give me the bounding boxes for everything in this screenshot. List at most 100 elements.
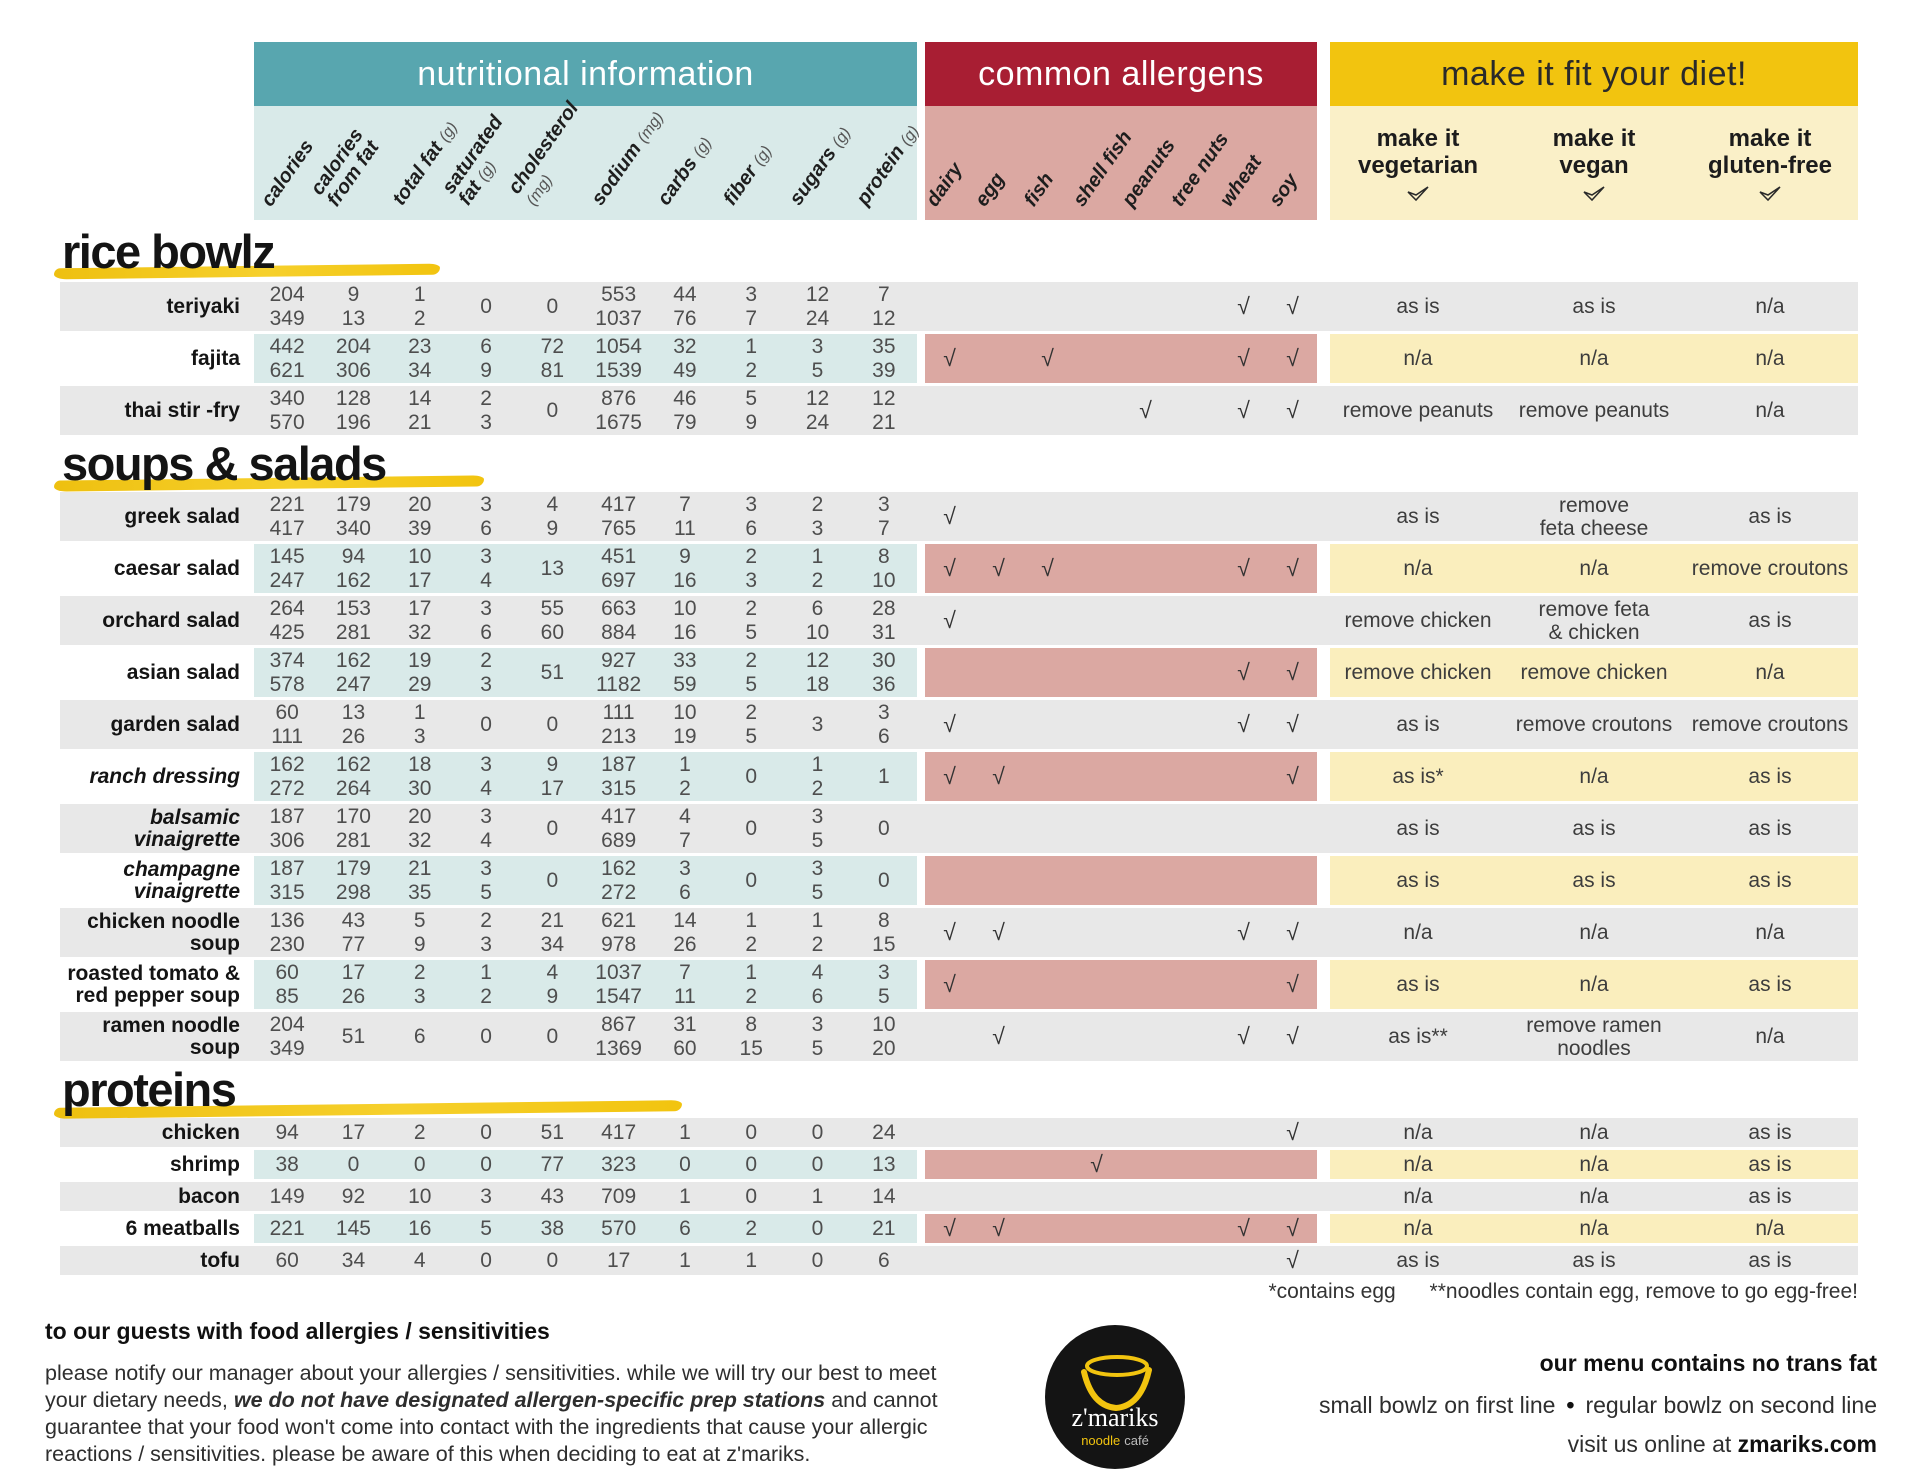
allergen-flags: √ √ √ (925, 700, 1317, 749)
diet-cell: remove chicken (1344, 661, 1492, 684)
diet-cell: as is (1748, 1121, 1792, 1144)
nutrition-cell: 12 24 (805, 386, 830, 434)
diet-cell: as is (1748, 817, 1792, 840)
diet-cell: as is (1572, 817, 1616, 840)
band-gap (917, 804, 925, 853)
allergen-cell (1023, 700, 1072, 749)
allergen-cell (1023, 596, 1072, 645)
allergen-cell (1219, 960, 1268, 1009)
checkmark-icon: √ (1237, 659, 1250, 685)
allergen-cell: √ (1268, 700, 1317, 749)
diet-cell: n/a (1579, 1217, 1609, 1240)
nutrition-cell: 0 (480, 1120, 492, 1144)
band-gap (1317, 908, 1330, 957)
allergen-cell: √ (925, 334, 974, 383)
nutrition-header-bar: nutritional information (254, 42, 917, 106)
allergen-cell (974, 648, 1023, 697)
section-heading: proteins (53, 1064, 1858, 1119)
allergen-cell (1170, 960, 1219, 1009)
nutrition-cell: 44 76 (673, 282, 697, 330)
diet-cell: as is (1396, 295, 1440, 318)
allergen-cell (1023, 804, 1072, 853)
nutrition-cell: 1 2 (679, 752, 691, 800)
nutrition-cell: 179 340 (335, 492, 371, 540)
band-gap (917, 960, 925, 1009)
allergen-cell (1219, 1150, 1268, 1179)
allergen-cell (1023, 1246, 1072, 1275)
table-row: champagne vinaigrette 187 315 179 298 21 35… (60, 856, 1858, 905)
dish-name: tofu (200, 1248, 240, 1272)
content: nutritional information common allergens… (45, 0, 1877, 1484)
checkmark-icon: √ (1286, 711, 1299, 737)
allergen-cell (1023, 1214, 1072, 1243)
dish-name: caesar salad (113, 556, 240, 580)
allergen-cell: √ (925, 1214, 974, 1243)
allergen-cell: √ (1268, 1118, 1317, 1147)
allergen-cell (1121, 1150, 1170, 1179)
nutrition-cell: 32 49 (673, 334, 697, 382)
band-gap (1317, 1182, 1330, 1211)
nutrition-cell: 162 272 (601, 856, 637, 904)
nutrition-cell: 46 79 (673, 386, 697, 434)
allergen-cell (1023, 1150, 1072, 1179)
nutrition-cell: 1 (679, 1184, 691, 1208)
allergen-cell (925, 1182, 974, 1211)
allergen-cell (974, 596, 1023, 645)
band-gap (1317, 752, 1330, 801)
nutrition-cell: 55 60 (540, 596, 565, 644)
nutrition-cell: 0 (347, 1152, 360, 1176)
bowlz-size-note: small bowlz on first line • regular bowlz … (1319, 1392, 1877, 1419)
nutrition-cell: 16 (408, 1216, 432, 1240)
nutrition-cell: 0 (877, 816, 890, 840)
nutrition-cell: 60 85 (275, 960, 299, 1008)
nutrition-cell: 3 6 (679, 856, 691, 904)
allergy-body-text: please notify our manager about your all… (45, 1361, 937, 1412)
dish-name: balsamic vinaigrette (133, 805, 240, 851)
allergen-flags: √ (925, 492, 1317, 541)
diet-cell: n/a (1579, 921, 1609, 944)
diet-cell: n/a (1579, 973, 1609, 996)
allergen-cell (1170, 648, 1219, 697)
nutrition-cell: 0 (745, 1184, 758, 1208)
allergen-cell (1219, 1118, 1268, 1147)
table-row: roasted tomato & red pepper soup 60 85 17 … (60, 960, 1858, 1009)
checkmark-icon: √ (1286, 659, 1299, 685)
checkmark-icon: √ (1041, 345, 1054, 371)
nutrition-cell: 30 36 (872, 648, 896, 696)
dish-name: asian salad (126, 660, 240, 684)
nutrition-cell: 51 (341, 1024, 366, 1048)
nutrition-cell: 3 6 (480, 596, 492, 644)
dish-name: bacon (178, 1184, 240, 1208)
allergen-cell: √ (925, 596, 974, 645)
nutrition-values: 374 578 162 247 19 29 2 3 51 927 1182 33 59 2 5… (254, 648, 917, 697)
nutrition-cell: 663 884 (601, 596, 637, 644)
nutrition-cell: 51 (540, 660, 565, 684)
nutrition-cell: 3 5 (811, 804, 824, 852)
band-gap (917, 596, 925, 645)
logo-name: z'mariks (1072, 1403, 1159, 1432)
diet-cell: as is (1572, 869, 1616, 892)
checkmark-icon: √ (1286, 919, 1299, 945)
nutrition-cell: 4 6 (811, 960, 824, 1008)
nutrition-cell: 2 (745, 1216, 758, 1240)
allergen-cell (1219, 1182, 1268, 1211)
nutrition-cell: 136 230 (269, 908, 305, 956)
nutrition-cell: 2 5 (745, 596, 758, 644)
table-row: greek salad 221 417 179 340 20 39 3 6 4 9 417 … (60, 492, 1858, 541)
nutrition-cell: 10 17 (408, 544, 432, 592)
checkmark-icon: √ (1286, 1215, 1299, 1241)
allergen-cell (1170, 596, 1219, 645)
nutrition-cell: 0 (480, 294, 492, 318)
nutrition-cell: 3 (811, 712, 824, 736)
nutrition-cell: 3 4 (480, 544, 492, 592)
allergen-cell (1170, 752, 1219, 801)
nutrition-cell: 21 35 (408, 856, 432, 904)
nutrition-cell: 170 281 (335, 804, 371, 852)
nutrition-cell: 111 213 (601, 700, 637, 748)
allergen-cell (974, 700, 1023, 749)
table-row: garden salad 60 111 13 26 1 3 0 0 111 213 10 19… (60, 700, 1858, 749)
allergen-cell: √ (1268, 334, 1317, 383)
allergen-cell (1072, 700, 1121, 749)
allergen-cell (1121, 596, 1170, 645)
allergen-cell (1121, 1246, 1170, 1275)
